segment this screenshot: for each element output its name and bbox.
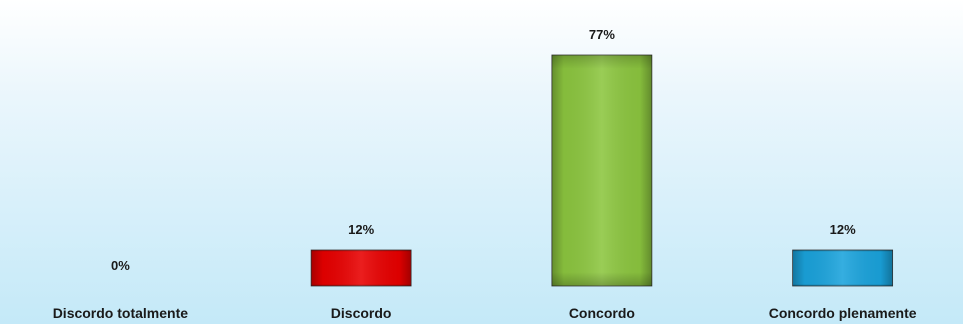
bar-discordo: [310, 249, 412, 287]
value-label-discordo-totalmente: 0%: [111, 258, 130, 273]
category-label-concordo-plenamente: Concordo plenamente: [769, 305, 917, 321]
category-label-discordo: Discordo: [331, 305, 392, 321]
value-label-concordo-plenamente: 12%: [830, 222, 856, 237]
bar-concordo-plenamente-bevel-vertical: [792, 250, 893, 286]
bars-group: [310, 54, 894, 287]
category-label-discordo-totalmente: Discordo totalmente: [53, 305, 189, 321]
bar-concordo-bevel-vertical: [551, 55, 652, 286]
bar-concordo: [551, 54, 653, 287]
value-label-concordo: 77%: [589, 27, 615, 42]
value-label-discordo: 12%: [348, 222, 374, 237]
category-labels-group: Discordo totalmente Discordo Concordo Conco…: [53, 305, 917, 321]
bar-discordo-bevel-vertical: [311, 250, 412, 286]
category-label-concordo: Concordo: [569, 305, 635, 321]
value-labels-group: 0% 12% 77% 12%: [111, 27, 856, 273]
bar-concordo-plenamente: [792, 249, 894, 287]
